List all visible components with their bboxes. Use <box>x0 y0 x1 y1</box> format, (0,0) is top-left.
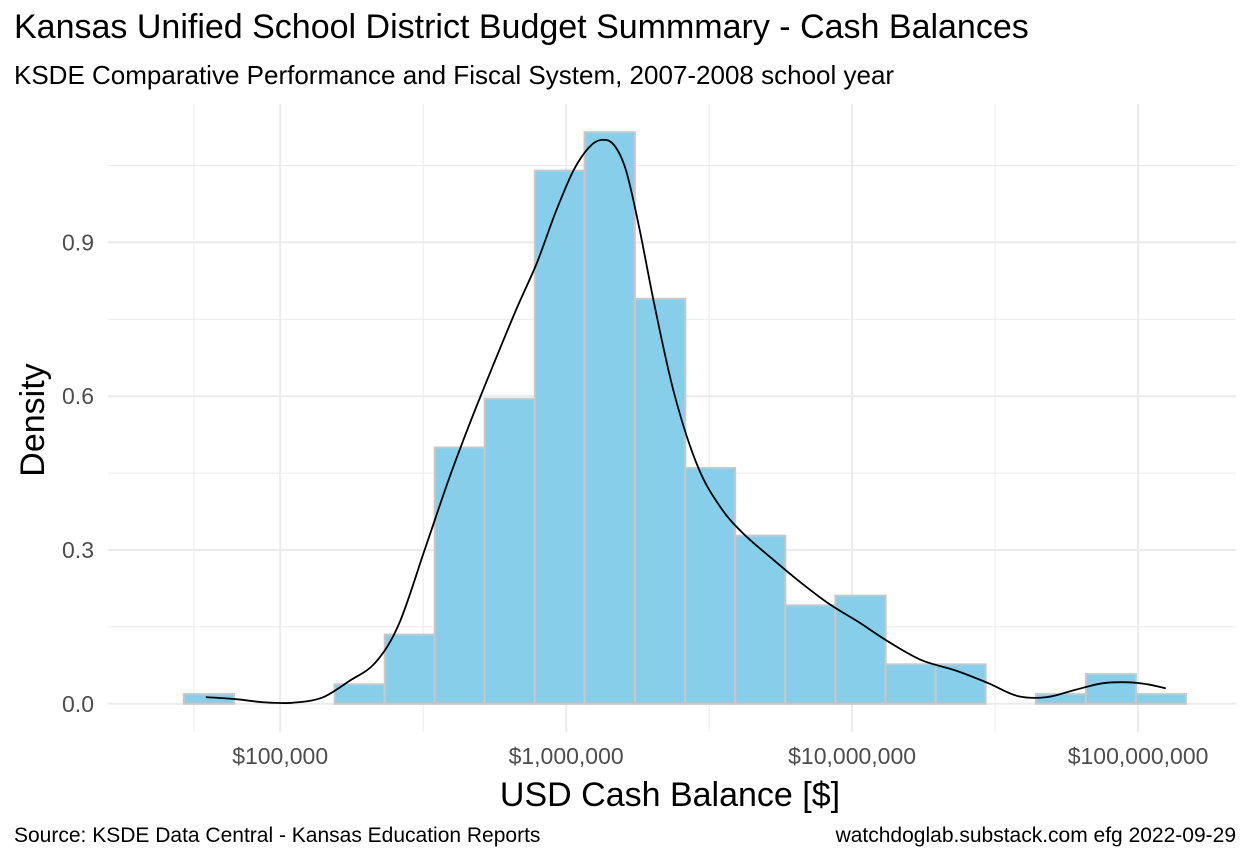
x-tick-label: $1,000,000 <box>509 743 624 769</box>
histogram-bar <box>533 169 586 705</box>
density-curve <box>205 138 1167 705</box>
histogram-bar <box>934 663 987 705</box>
y-tick-label: 0.6 <box>62 383 94 409</box>
histogram-bar <box>1034 693 1087 705</box>
chart-subtitle: KSDE Comparative Performance and Fiscal … <box>14 60 895 90</box>
y-tick-label: 0.3 <box>62 537 94 563</box>
histogram-bar <box>483 397 536 705</box>
histogram-bar <box>784 604 837 705</box>
histogram-bar <box>383 633 436 705</box>
x-axis-title: USD Cash Balance [$] <box>500 776 840 814</box>
y-tick-label: 0.0 <box>62 691 94 717</box>
histogram-bar <box>333 683 386 705</box>
x-tick-label: $100,000 <box>232 743 328 769</box>
y-axis-title: Density <box>14 363 52 476</box>
x-axis-ticks: $100,000 $1,000,000 $10,000,000 $100,000,00… <box>232 743 1208 769</box>
source-caption: Source: KSDE Data Central - Kansas Educa… <box>14 824 541 847</box>
histogram-bar <box>583 131 636 705</box>
histogram-bars <box>182 131 1187 705</box>
x-tick-label: $100,000,000 <box>1068 743 1209 769</box>
histogram-bar <box>633 297 687 705</box>
histogram-bar <box>884 663 937 705</box>
y-axis-ticks: 0.0 0.3 0.6 0.9 <box>62 229 94 716</box>
histogram-bar <box>1134 693 1187 705</box>
chart-title: Kansas Unified School District Budget Su… <box>14 8 1029 46</box>
histogram-bar <box>734 534 787 705</box>
credit-caption: watchdoglab.substack.com efg 2022-09-29 <box>835 824 1236 847</box>
histogram-bar <box>1084 673 1137 705</box>
density-curve-layer <box>205 138 1167 705</box>
histogram-bar <box>684 466 737 705</box>
x-tick-label: $10,000,000 <box>788 743 916 769</box>
y-tick-label: 0.9 <box>62 229 94 255</box>
histogram-bar <box>433 446 486 705</box>
